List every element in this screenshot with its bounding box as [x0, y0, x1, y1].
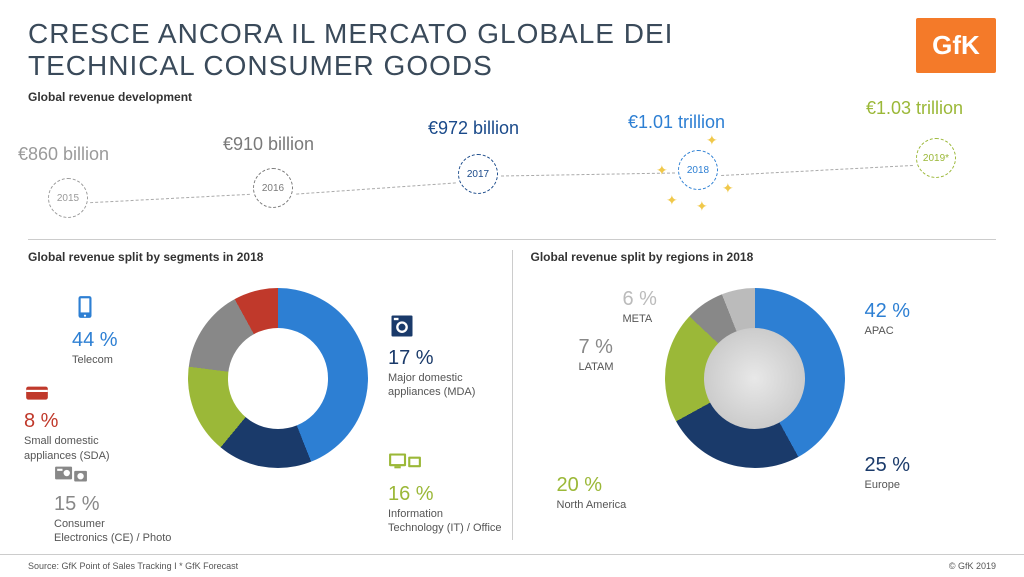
timeline-connector — [296, 183, 456, 195]
card-icon — [24, 382, 48, 406]
sparkle-icon: ✦ — [656, 162, 668, 179]
title-line1: CRESCE ANCORA IL MERCATO GLOBALE DEI — [28, 18, 673, 49]
footer-source: Source: GfK Point of Sales Tracking I * … — [28, 561, 238, 571]
timeline-connector — [501, 173, 675, 177]
timeline-year-node: 2016 — [253, 168, 293, 208]
footer: Source: GfK Point of Sales Tracking I * … — [0, 554, 1024, 577]
phone-icon — [72, 292, 96, 316]
sparkle-icon: ✦ — [696, 198, 708, 215]
timeline-year-node: 2015 — [48, 178, 88, 218]
segment-pct: 44 % — [72, 327, 118, 353]
region-pct: 25 % — [865, 452, 911, 478]
region-pct: 7 % — [579, 334, 614, 360]
timeline-label: Global revenue development — [28, 90, 192, 104]
divider — [28, 239, 996, 240]
region-name: APAC — [865, 325, 894, 337]
segments-donut — [188, 288, 368, 468]
region-pct: 20 % — [557, 472, 627, 498]
regions-donut — [665, 288, 845, 468]
footer-copyright: © GfK 2019 — [949, 561, 996, 571]
radio-icon — [54, 460, 78, 484]
segment-name: Telecom — [72, 354, 113, 366]
segment-pct: 15 % — [54, 491, 171, 517]
segment-label: 44 %Telecom — [72, 292, 118, 367]
segments-panel: Global revenue split by segments in 2018… — [28, 250, 513, 540]
region-pct: 42 % — [865, 298, 911, 324]
region-name: LATAM — [579, 361, 614, 373]
segment-name: ConsumerElectronics (CE) / Photo — [54, 518, 171, 544]
region-name: North America — [557, 499, 627, 511]
region-label: 6 %META — [623, 286, 657, 326]
sparkle-icon: ✦ — [706, 132, 718, 149]
timeline-value: €972 billion — [428, 118, 519, 139]
timeline-connector — [90, 194, 250, 203]
segment-pct: 17 % — [388, 345, 475, 371]
region-label: 25 %Europe — [865, 452, 911, 492]
segments-label: Global revenue split by segments in 2018 — [28, 250, 494, 264]
segment-label: 17 %Major domesticappliances (MDA) — [388, 312, 475, 399]
segment-name: InformationTechnology (IT) / Office — [388, 508, 502, 534]
timeline-value: €1.01 trillion — [628, 112, 725, 133]
timeline-year-node: 2019* — [916, 138, 956, 178]
revenue-timeline: Global revenue development €860 billion2… — [28, 90, 996, 235]
header: CRESCE ANCORA IL MERCATO GLOBALE DEI TEC… — [0, 0, 1024, 90]
page-title: CRESCE ANCORA IL MERCATO GLOBALE DEI TEC… — [28, 18, 673, 82]
timeline-year-node: 2017 — [458, 154, 498, 194]
regions-panel: Global revenue split by regions in 2018 … — [513, 250, 997, 540]
region-label: 20 %North America — [557, 472, 627, 512]
sparkle-icon: ✦ — [666, 192, 678, 209]
segment-label: 15 %ConsumerElectronics (CE) / Photo — [54, 460, 171, 545]
washer-icon — [388, 312, 412, 336]
gfk-logo: GfK — [916, 18, 996, 73]
title-line2: TECHNICAL CONSUMER GOODS — [28, 50, 493, 81]
region-name: Europe — [865, 479, 900, 491]
segment-pct: 16 % — [388, 481, 502, 507]
regions-label: Global revenue split by regions in 2018 — [531, 250, 997, 264]
lower-panels: Global revenue split by segments in 2018… — [28, 250, 996, 540]
timeline-value: €860 billion — [18, 144, 109, 165]
segment-name: Small domesticappliances (SDA) — [24, 435, 110, 461]
timeline-year-node: 2018 — [678, 150, 718, 190]
computer-icon — [388, 450, 412, 474]
segment-label: 8 %Small domesticappliances (SDA) — [24, 382, 110, 463]
sparkle-icon: ✦ — [722, 180, 734, 197]
timeline-value: €1.03 trillion — [866, 98, 963, 119]
segment-label: 16 %InformationTechnology (IT) / Office — [388, 450, 502, 535]
region-label: 7 %LATAM — [579, 334, 614, 374]
region-name: META — [623, 313, 653, 325]
region-label: 42 %APAC — [865, 298, 911, 338]
timeline-value: €910 billion — [223, 134, 314, 155]
segment-pct: 8 % — [24, 408, 110, 434]
timeline-connector — [721, 165, 913, 176]
segment-name: Major domesticappliances (MDA) — [388, 372, 475, 398]
region-pct: 6 % — [623, 286, 657, 312]
